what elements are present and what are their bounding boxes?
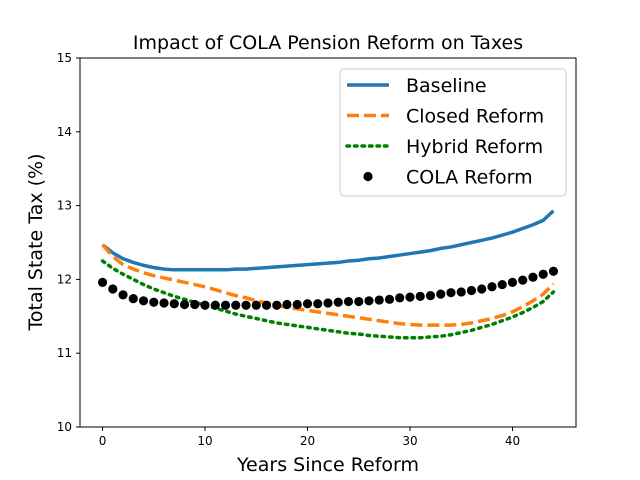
data-point [446,288,456,298]
data-point [159,298,169,308]
data-point [190,299,200,310]
data-point [487,282,497,292]
legend-label: Baseline [406,75,487,97]
data-point [477,284,487,294]
data-point [354,296,364,307]
data-point [261,300,272,310]
data-point [497,279,507,290]
x-tick-label: 20 [300,434,315,448]
x-tick-label: 10 [197,434,212,448]
data-point [538,269,548,279]
legend-label: COLA Reform [406,167,533,189]
x-tick-label: 0 [99,434,107,448]
data-point [528,272,538,282]
data-point [518,275,528,285]
data-point [466,285,477,296]
data-point [282,299,292,310]
legend-box [339,68,567,197]
data-point [179,299,190,310]
legend-marker [363,171,373,182]
x-tick-label: 40 [505,434,520,448]
data-point [251,300,261,310]
data-point [220,300,231,310]
y-tick-label: 11 [57,346,72,360]
data-point [97,277,108,287]
legend-item-cola-reform: COLA Reform [363,167,533,189]
chart-title: Impact of COLA Pension Reform on Taxes [133,32,523,54]
y-tick-label: 10 [57,420,72,434]
y-axis-label: Total State Tax (%) [25,153,47,331]
data-point [302,299,313,309]
data-point [292,299,302,310]
series-line-closed-reform [101,243,555,327]
data-point [272,300,282,310]
data-point [210,300,220,310]
data-point [456,287,466,297]
data-point [364,296,374,306]
data-point [548,266,559,276]
legend-label: Closed Reform [406,106,544,128]
data-point [200,300,210,310]
legend-item-closed-reform: Closed Reform [347,106,544,128]
data-point [425,291,436,301]
y-tick-label: 14 [57,125,72,139]
y-tick-label: 15 [57,51,72,65]
y-tick-label: 12 [57,272,72,286]
series-cola-reform [97,266,559,310]
data-point [313,299,323,309]
data-point [149,297,159,307]
x-tick-label: 30 [402,434,417,448]
legend: Baseline Closed Reform Hybrid Reform COLA R… [339,68,567,197]
data-point [395,293,405,303]
data-point [384,294,395,304]
data-point [128,293,138,304]
data-point [415,291,425,301]
data-point [405,292,415,302]
legend-item-baseline: Baseline [347,75,487,97]
data-point [241,300,251,310]
x-axis-label: Years Since Reform [236,454,419,476]
legend-item-hybrid-reform: Hybrid Reform [345,136,543,158]
data-point [436,289,446,299]
data-point [231,300,241,310]
data-point [118,290,128,300]
x-axis: 0 10 20 30 40 [99,427,520,448]
data-point [169,299,179,309]
series-line-hybrid-reform [100,259,556,340]
series-line-baseline [101,209,555,272]
axes-frame [79,57,577,428]
data-point [343,296,354,307]
data-point [138,296,149,306]
legend-label: Hybrid Reform [406,136,543,158]
plot-area [97,209,559,340]
data-point [323,298,333,308]
y-tick-label: 13 [57,199,72,213]
data-point [333,297,343,307]
y-axis: 10 11 12 13 14 15 [57,51,80,434]
data-point [507,277,518,287]
data-point [108,284,118,294]
data-point [374,295,384,305]
